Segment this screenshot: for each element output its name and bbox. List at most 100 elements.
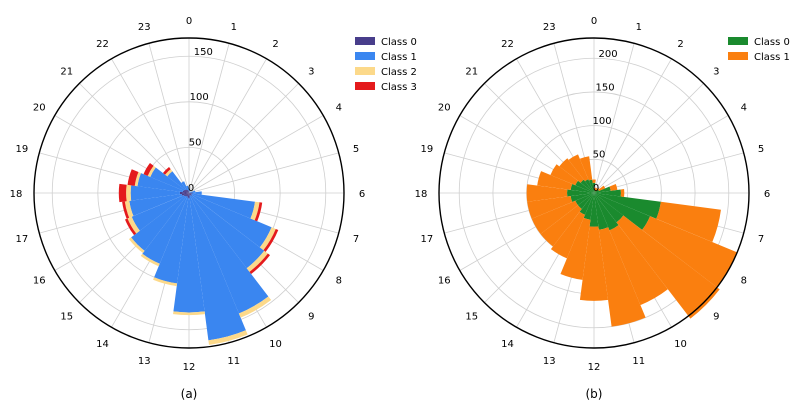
- angular-tick-label: 14: [96, 339, 109, 350]
- bar-class-1-hour-14: [142, 195, 188, 264]
- radial-tick-label: 150: [596, 82, 615, 93]
- angular-gridline: [188, 152, 339, 194]
- bar-class-1-hour-5: [609, 183, 618, 191]
- angular-tick-label: 20: [33, 103, 46, 114]
- bar-class-0-hour-13: [187, 193, 189, 198]
- bar-class-0-hour-20: [575, 180, 594, 193]
- bar-class-3-hour-17: [122, 201, 130, 219]
- bar-class-3-hour-16: [124, 218, 137, 236]
- bar-class-1-hour-4: [598, 185, 606, 191]
- angular-gridline: [593, 83, 704, 194]
- bar-class-1-hour-2: [594, 188, 598, 192]
- legend-swatch: [355, 52, 375, 60]
- angular-tick-label: 3: [308, 67, 314, 78]
- angular-tick-label: 18: [10, 189, 23, 200]
- bar-class-0-hour-18: [567, 189, 594, 197]
- bar-class-0-hour-10: [594, 193, 619, 231]
- bar-class-3-hour-8: [263, 228, 279, 252]
- angular-tick-label: 11: [632, 356, 645, 367]
- bar-class-1-hour-6: [192, 191, 202, 195]
- bar-class-0-hour-7: [189, 193, 192, 195]
- legend-label: Class 0: [381, 37, 417, 48]
- bar-class-2-hour-18: [126, 184, 132, 202]
- bar-class-1-hour-5: [189, 190, 196, 193]
- bar-class-3-hour-18: [118, 183, 127, 203]
- radial-tick-label: 0: [188, 183, 194, 194]
- bar-class-0-hour-16: [183, 193, 189, 197]
- bar-class-1-hour-10: [190, 195, 269, 314]
- bar-class-1-hour-19: [137, 173, 184, 193]
- bar-class-1-hour-21: [167, 171, 187, 191]
- angular-tick-label: 5: [353, 144, 359, 155]
- angular-tick-label: 7: [758, 234, 764, 245]
- bar-class-2-hour-17: [124, 200, 134, 218]
- angular-gridline: [188, 43, 230, 194]
- bar-class-0-hour-2: [594, 191, 596, 193]
- radial-tick-label: 0: [593, 183, 599, 194]
- bar-class-1-hour-7: [656, 201, 721, 242]
- bar-class-0-hour-0: [592, 182, 596, 193]
- bar-class-0-hour-14: [186, 193, 189, 197]
- bar-class-1-hour-7: [191, 193, 255, 219]
- bar-class-2-hour-15: [128, 237, 145, 254]
- legend-label: Class 1: [754, 52, 790, 63]
- bar-class-1-hour-22: [568, 154, 589, 182]
- angular-tick-label: 9: [308, 311, 314, 322]
- angular-gridline: [593, 43, 635, 194]
- bar-class-0-hour-5: [594, 186, 611, 193]
- legend-swatch: [728, 52, 748, 60]
- angular-tick-label: 23: [543, 22, 556, 33]
- legend-label: Class 1: [381, 52, 417, 63]
- bar-class-0-hour-6: [594, 189, 621, 197]
- angular-tick-label: 19: [16, 144, 29, 155]
- bar-class-0-hour-20: [183, 189, 189, 193]
- bar-class-1-hour-18: [130, 185, 180, 201]
- bar-class-3-hour-21: [162, 166, 171, 175]
- angular-tick-label: 16: [33, 276, 46, 287]
- legend: Class 0 Class 1: [728, 37, 790, 63]
- bar-class-2-hour-21: [165, 169, 173, 177]
- angular-tick-label: 4: [336, 103, 342, 114]
- angular-tick-label: 3: [713, 67, 719, 78]
- angular-tick-label: 15: [60, 311, 73, 322]
- angular-gridline: [593, 58, 672, 194]
- bar-class-1-hour-20: [150, 167, 185, 191]
- bar-class-0-hour-16: [575, 193, 594, 206]
- bar-class-0-hour-9: [189, 193, 192, 196]
- angular-tick-label: 17: [16, 234, 29, 245]
- legend-swatch: [355, 37, 375, 45]
- bar-class-0-hour-10: [189, 193, 191, 196]
- angular-tick-label: 16: [438, 276, 451, 287]
- bar-class-1-hour-3: [596, 187, 600, 191]
- bar-class-0-hour-12: [589, 193, 599, 227]
- bar-class-3-hour-7: [254, 202, 263, 222]
- bar-class-0-hour-13: [583, 193, 594, 220]
- bar-class-1-hour-17: [129, 193, 183, 217]
- bar-class-2-hour-8: [259, 227, 276, 251]
- bar-class-1-hour-19: [537, 171, 573, 190]
- bar-class-1-hour-1: [594, 187, 597, 190]
- bar-class-0-hour-4: [189, 192, 190, 193]
- bar-class-2-hour-11: [208, 330, 248, 345]
- angular-gridline: [111, 58, 190, 194]
- legend: Class 0 Class 1 Class 2 Class 3: [355, 37, 417, 93]
- bar-class-0-hour-15: [577, 193, 594, 210]
- angular-tick-label: 23: [138, 22, 151, 33]
- bar-class-1-hour-2: [189, 192, 190, 193]
- angular-gridline: [188, 58, 267, 194]
- bar-class-0-hour-3: [594, 190, 597, 193]
- bar-class-1-hour-16: [531, 200, 578, 235]
- polar-frame: [438, 37, 750, 349]
- angular-tick-label: 21: [60, 67, 73, 78]
- bar-class-0-hour-1: [594, 189, 596, 193]
- bar-class-0-hour-8: [594, 193, 651, 230]
- bar-class-0-hour-19: [570, 183, 594, 193]
- angular-tick-label: 10: [674, 339, 687, 350]
- bar-class-0-hour-15: [185, 193, 189, 197]
- angular-tick-label: 17: [421, 234, 434, 245]
- angular-tick-label: 6: [359, 189, 365, 200]
- angular-tick-label: 2: [272, 39, 278, 50]
- bar-class-1-hour-22: [181, 181, 188, 191]
- angular-tick-label: 10: [269, 339, 282, 350]
